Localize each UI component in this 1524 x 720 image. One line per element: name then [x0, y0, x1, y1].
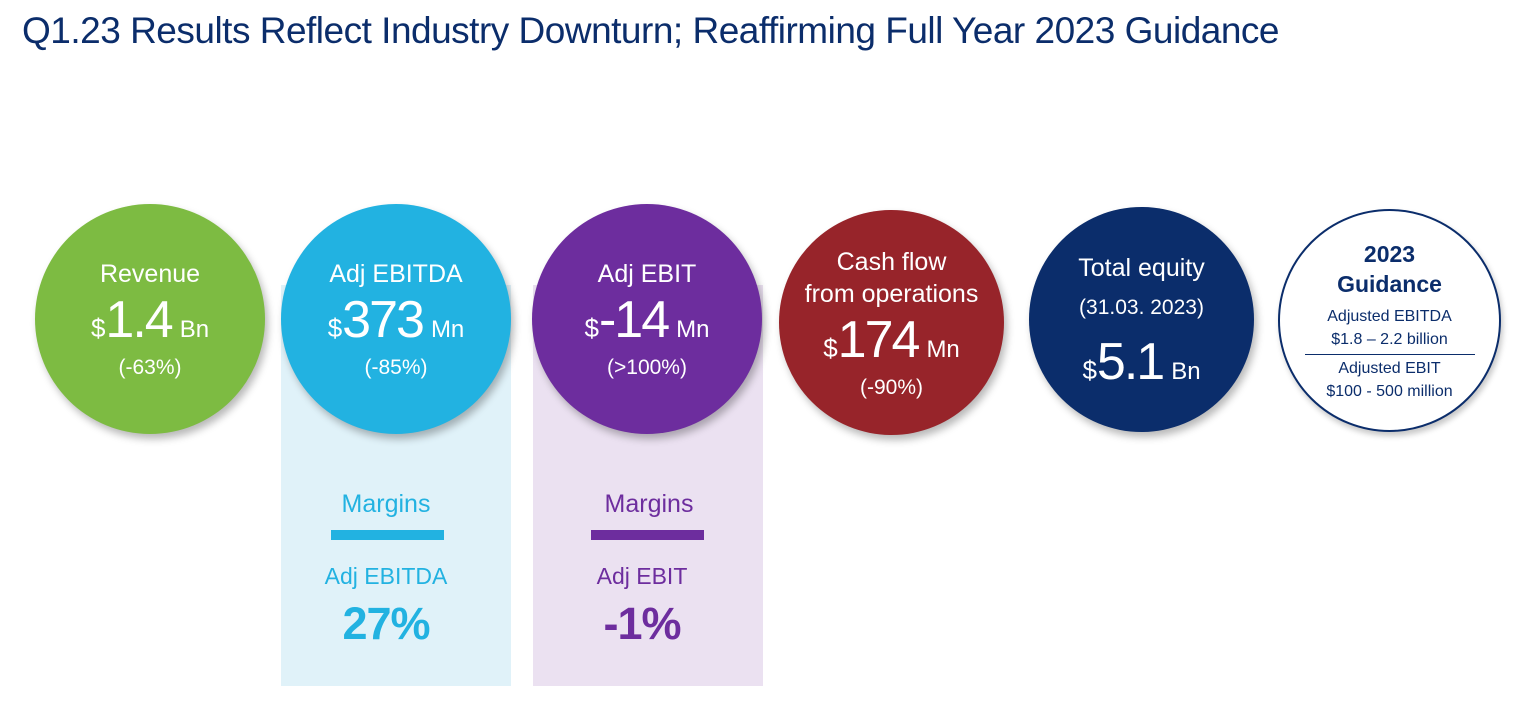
ebitda-change: (-85%) [364, 356, 428, 379]
page-title: Q1.23 Results Reflect Industry Downturn;… [22, 10, 1280, 51]
ebitda-margins-heading: Margins [341, 490, 431, 518]
revenue-currency: $ [90, 313, 106, 343]
ebit-label: Adj EBIT [597, 260, 697, 288]
equity-value: $ 5.1 Bn [1082, 336, 1200, 388]
cashflow-unit: Mn [926, 335, 960, 363]
guidance-title-year: 2023 [1363, 240, 1416, 267]
guidance-title-label: Guidance [1337, 270, 1442, 297]
equity-circle: Total equity (31.03. 2023) $ 5.1 Bn [1029, 207, 1254, 432]
ebit-margins-heading: Margins [604, 490, 694, 518]
revenue-circle: Revenue $ 1.4 Bn (-63%) [35, 204, 265, 434]
ebit-currency: $ [584, 313, 599, 343]
revenue-number: 1.4 [105, 291, 173, 349]
equity-unit: Bn [1171, 357, 1201, 385]
equity-number: 5.1 [1096, 332, 1165, 391]
equity-currency: $ [1082, 354, 1097, 385]
ebitda-margins-underline [331, 530, 444, 540]
equity-label: Total equity [1078, 253, 1205, 282]
ebitda-circle: Adj EBITDA $ 373 Mn (-85%) [281, 204, 511, 434]
cashflow-circle: Cash flow from operations $ 174 Mn (-90%… [779, 210, 1004, 435]
guidance-ebit-label: Adjusted EBIT [1338, 359, 1441, 377]
ebitda-unit: Mn [430, 316, 465, 343]
ebit-circle: Adj EBIT $ -14 Mn (>100%) [532, 204, 762, 434]
guidance-ebitda-label: Adjusted EBITDA [1327, 307, 1452, 325]
guidance-divider [1304, 353, 1475, 355]
ebitda-currency: $ [327, 313, 343, 343]
cashflow-change: (-90%) [859, 375, 923, 399]
cashflow-number: 174 [837, 310, 921, 369]
ebitda-value: $ 373 Mn [328, 294, 465, 346]
ebitda-label: Adj EBITDA [329, 260, 463, 288]
guidance-ebitda-range: $1.8 – 2.2 billion [1331, 330, 1448, 348]
ebit-number: -14 [598, 291, 670, 349]
revenue-change: (-63%) [118, 356, 182, 379]
ebitda-number: 373 [342, 291, 425, 349]
ebit-change: (>100%) [607, 356, 687, 379]
ebit-margin-value: -1% [603, 598, 681, 649]
revenue-value: $ 1.4 Bn [91, 294, 209, 346]
ebit-margin-label: Adj EBIT [596, 563, 688, 589]
ebitda-margin-value: 27% [342, 598, 430, 649]
ebit-unit: Mn [676, 316, 710, 343]
guidance-circle: 2023 Guidance Adjusted EBITDA $1.8 – 2.2… [1278, 209, 1501, 432]
equity-date: (31.03. 2023) [1079, 295, 1204, 319]
cashflow-value: $ 174 Mn [823, 314, 960, 366]
revenue-unit: Bn [179, 316, 210, 343]
ebitda-margin-label: Adj EBITDA [324, 563, 448, 589]
guidance-ebit-range: $100 - 500 million [1326, 382, 1453, 400]
ebit-value: $ -14 Mn [585, 294, 710, 346]
cashflow-label-line2: from operations [804, 279, 979, 308]
ebit-margins-underline [591, 530, 704, 540]
revenue-label: Revenue [99, 260, 201, 288]
cashflow-label-line1: Cash flow [836, 247, 947, 276]
cashflow-currency: $ [823, 332, 838, 363]
